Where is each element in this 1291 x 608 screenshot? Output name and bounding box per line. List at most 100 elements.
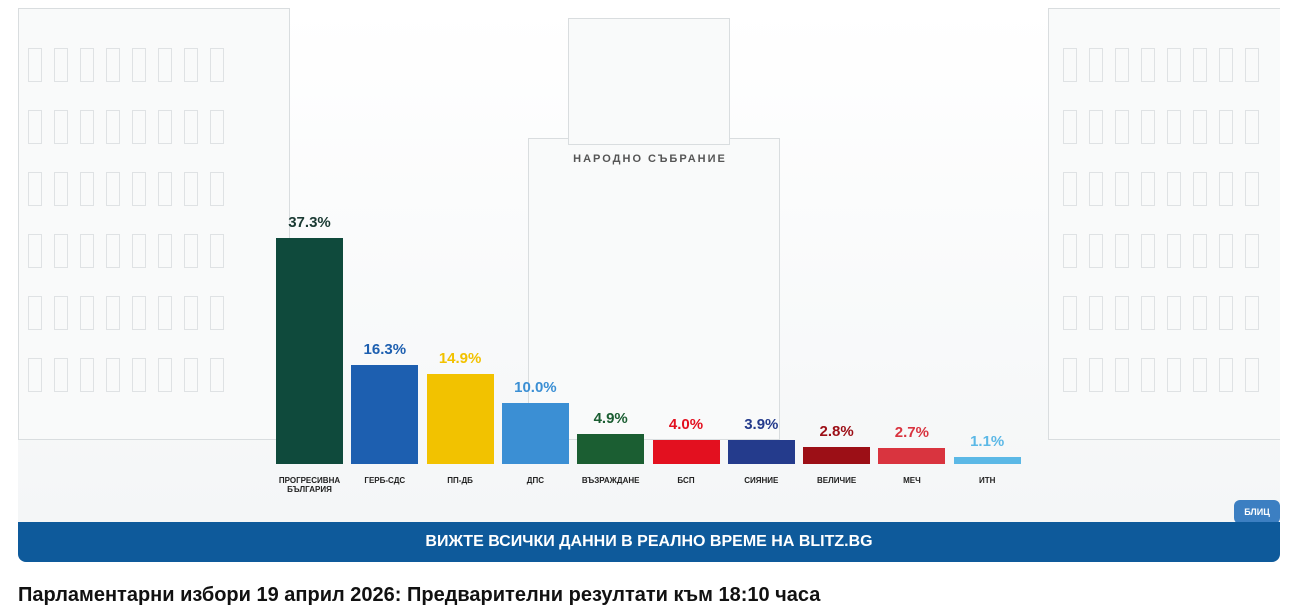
category-label: ВЪЗРАЖДАНЕ bbox=[581, 476, 640, 485]
window bbox=[1167, 172, 1181, 206]
window bbox=[184, 110, 198, 144]
window bbox=[80, 296, 94, 330]
bar bbox=[953, 457, 1021, 464]
window bbox=[54, 234, 68, 268]
window bbox=[210, 172, 224, 206]
window bbox=[80, 358, 94, 392]
window bbox=[1089, 358, 1103, 392]
category-label: ПП-ДБ bbox=[447, 476, 473, 485]
window bbox=[1167, 110, 1181, 144]
window bbox=[158, 358, 172, 392]
window bbox=[1167, 234, 1181, 268]
window bbox=[28, 110, 42, 144]
window bbox=[132, 296, 146, 330]
window bbox=[1063, 110, 1077, 144]
window bbox=[80, 234, 94, 268]
window bbox=[1193, 110, 1207, 144]
bar bbox=[878, 447, 946, 464]
window bbox=[80, 110, 94, 144]
window bbox=[210, 358, 224, 392]
window bbox=[106, 234, 120, 268]
window bbox=[106, 296, 120, 330]
window bbox=[1193, 296, 1207, 330]
window bbox=[184, 234, 198, 268]
window bbox=[1219, 48, 1233, 82]
window bbox=[132, 358, 146, 392]
window bbox=[1167, 48, 1181, 82]
window bbox=[1219, 172, 1233, 206]
window bbox=[54, 172, 68, 206]
category-label: ИТН bbox=[978, 476, 996, 485]
category-label: СИЯНИЕ bbox=[744, 476, 779, 485]
window bbox=[1193, 234, 1207, 268]
bar bbox=[351, 365, 419, 464]
window bbox=[1245, 48, 1259, 82]
window bbox=[28, 358, 42, 392]
logo: БЛИЦ bbox=[1234, 500, 1280, 522]
window bbox=[1089, 172, 1103, 206]
window bbox=[210, 234, 224, 268]
window bbox=[184, 358, 198, 392]
window bbox=[1141, 110, 1155, 144]
window bbox=[1063, 234, 1077, 268]
window bbox=[1063, 172, 1077, 206]
window bbox=[28, 234, 42, 268]
value-label: 4.0% bbox=[668, 415, 704, 433]
window bbox=[184, 48, 198, 82]
window bbox=[106, 172, 120, 206]
window bbox=[1089, 234, 1103, 268]
window bbox=[1219, 234, 1233, 268]
banner[interactable]: ВИЖТЕ ВСИЧКИ ДАННИ В РЕАЛНО ВРЕМЕ НА BLI… bbox=[18, 522, 1280, 562]
window bbox=[28, 48, 42, 82]
window bbox=[184, 172, 198, 206]
window bbox=[1089, 110, 1103, 144]
bar bbox=[426, 373, 494, 464]
window bbox=[1141, 234, 1155, 268]
window bbox=[158, 172, 172, 206]
value-label: 14.9% bbox=[438, 349, 482, 367]
window bbox=[1063, 48, 1077, 82]
window bbox=[1063, 296, 1077, 330]
building-tower bbox=[568, 18, 730, 145]
bar bbox=[501, 403, 569, 464]
window bbox=[1089, 48, 1103, 82]
value-label: 3.9% bbox=[744, 416, 779, 434]
window bbox=[158, 296, 172, 330]
window bbox=[1219, 296, 1233, 330]
window bbox=[1141, 358, 1155, 392]
category-label: МЕЧ bbox=[903, 476, 921, 485]
bar bbox=[727, 440, 795, 464]
window bbox=[1141, 172, 1155, 206]
window bbox=[80, 172, 94, 206]
bar bbox=[577, 434, 645, 464]
window bbox=[132, 172, 146, 206]
window bbox=[1219, 358, 1233, 392]
category-label: ДПС bbox=[526, 476, 544, 485]
window bbox=[210, 110, 224, 144]
window bbox=[132, 234, 146, 268]
window bbox=[1115, 296, 1129, 330]
window bbox=[158, 48, 172, 82]
window bbox=[54, 110, 68, 144]
chart-panel: НАРОДНО СЪБРАНИЕ 37.3% ПРОГРЕСИВНА БЪЛГАР… bbox=[18, 8, 1280, 522]
window bbox=[1193, 172, 1207, 206]
window bbox=[80, 48, 94, 82]
window bbox=[1167, 296, 1181, 330]
window bbox=[158, 234, 172, 268]
window bbox=[1245, 110, 1259, 144]
building-center bbox=[528, 138, 780, 440]
window bbox=[1193, 48, 1207, 82]
window bbox=[54, 358, 68, 392]
window bbox=[1167, 358, 1181, 392]
window bbox=[1193, 358, 1207, 392]
window bbox=[1115, 358, 1129, 392]
value-label: 37.3% bbox=[288, 213, 331, 231]
window bbox=[210, 48, 224, 82]
window bbox=[28, 172, 42, 206]
bar bbox=[652, 439, 720, 464]
window bbox=[54, 296, 68, 330]
category-label: ПРОГРЕСИВНА БЪЛГАРИЯ bbox=[278, 476, 341, 494]
window bbox=[210, 296, 224, 330]
window bbox=[132, 110, 146, 144]
window bbox=[1245, 358, 1259, 392]
